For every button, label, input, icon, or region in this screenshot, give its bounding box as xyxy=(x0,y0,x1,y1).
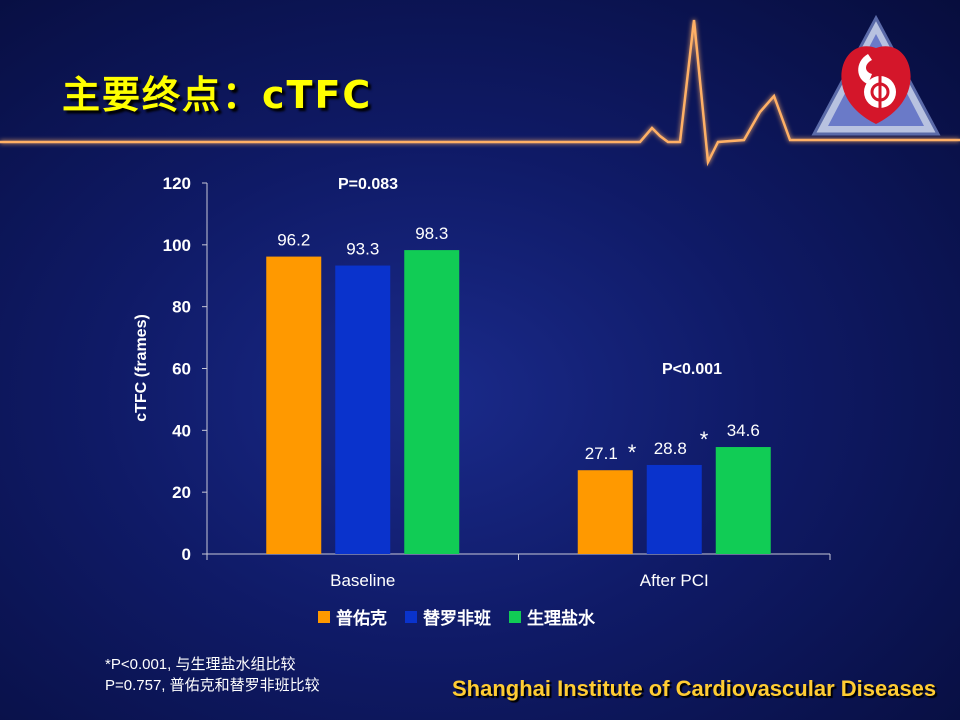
bar xyxy=(266,256,322,554)
bar xyxy=(646,464,702,554)
legend-swatch-1 xyxy=(318,610,330,623)
y-tick-label: 60 xyxy=(172,360,191,379)
bar-value-label: 98.3 xyxy=(415,224,448,243)
chart-legend: 普佑克 替罗非班 生理盐水 xyxy=(318,604,595,629)
footnote-line-1: *P<0.001, 与生理盐水组比较 xyxy=(105,656,296,673)
y-axis-label: cTFC (frames) xyxy=(133,314,150,422)
legend-swatch-2 xyxy=(405,610,417,623)
bar-value-label: 34.6 xyxy=(727,421,760,440)
bar-value-label: 27.1 xyxy=(585,444,618,463)
legend-label-3: 生理盐水 xyxy=(527,609,595,629)
significance-mark-1: * xyxy=(628,440,637,465)
legend-item-3: 生理盐水 xyxy=(509,604,595,629)
bars-group xyxy=(266,250,771,554)
footnote-line-2: P=0.757, 普佑克和替罗非班比较 xyxy=(105,677,320,694)
y-tick-label: 20 xyxy=(172,483,191,502)
ecg-decoration xyxy=(0,19,960,167)
ecg-line xyxy=(0,19,960,167)
legend-swatch-3 xyxy=(509,610,521,623)
legend-item-1: 普佑克 xyxy=(318,604,387,629)
bar-labels-group: 96.2 93.3 98.3 27.1 28.8 34.6 xyxy=(277,224,760,463)
legend-item-2: 替罗非班 xyxy=(405,604,491,629)
legend-label-2: 替罗非班 xyxy=(423,609,491,629)
institute-logo xyxy=(811,14,941,136)
bar xyxy=(577,470,633,554)
x-tick-label: Baseline xyxy=(330,571,395,590)
bar-value-label: 28.8 xyxy=(654,439,687,458)
legend-label-1: 普佑克 xyxy=(336,609,387,629)
y-axis-ticks: 0 20 40 60 80 100 120 Baseline After PCI xyxy=(163,174,831,590)
institute-name: Shanghai Institute of Cardiovascular Dis… xyxy=(452,676,937,701)
annotation-baseline: P=0.083 xyxy=(338,176,398,193)
y-tick-label: 40 xyxy=(172,421,191,440)
y-tick-label: 80 xyxy=(172,298,191,317)
annotation-after-pci: P<0.001 xyxy=(662,361,722,378)
x-tick-label: After PCI xyxy=(640,571,709,590)
significance-mark-2: * xyxy=(700,427,709,452)
bar-value-label: 93.3 xyxy=(346,240,379,259)
y-tick-label: 100 xyxy=(163,236,191,255)
bar xyxy=(335,265,391,554)
slide-title: 主要终点：cTFC xyxy=(62,73,373,117)
bar-value-label: 96.2 xyxy=(277,231,310,250)
footnote: *P<0.001, 与生理盐水组比较 P=0.757, 普佑克和替罗非班比较 xyxy=(105,654,320,696)
bar xyxy=(715,447,771,554)
y-tick-label: 120 xyxy=(163,174,191,193)
y-tick-label: 0 xyxy=(182,545,191,564)
bar xyxy=(404,250,460,554)
